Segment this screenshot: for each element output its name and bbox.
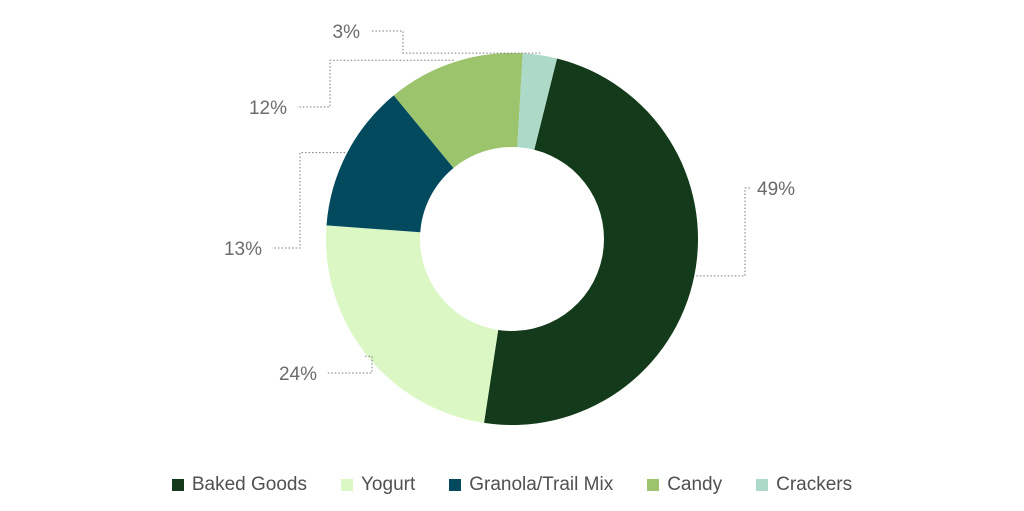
legend-item-yogurt: Yogurt: [341, 474, 415, 496]
legend-item-granola-trail-mix: Granola/Trail Mix: [449, 474, 613, 496]
legend-label-candy: Candy: [667, 474, 723, 495]
legend-label-crackers: Crackers: [776, 474, 853, 495]
legend-label-granola-trail-mix: Granola/Trail Mix: [469, 474, 614, 495]
slice-yogurt: [325, 225, 499, 423]
leader-line-candy: [297, 59, 454, 108]
legend-swatch-yogurt: [341, 479, 353, 491]
leader-line-yogurt: [327, 355, 373, 374]
leader-line-crackers: [370, 30, 541, 54]
leader-line-baked-goods: [696, 187, 751, 277]
chart-legend: Baked Goods Yogurt Granola/Trail Mix Can…: [0, 474, 1024, 496]
data-label-candy: 12%: [249, 98, 287, 119]
data-label-baked-goods: 49%: [757, 179, 795, 200]
donut-chart-svg: 49% 24% 13% 12% 3%: [224, 22, 795, 426]
data-label-yogurt: 24%: [279, 364, 317, 385]
legend-swatch-crackers: [756, 479, 769, 491]
legend-item-candy: Candy: [647, 474, 722, 496]
leader-line-granola-trail-mix: [272, 152, 346, 249]
legend-label-baked-goods: Baked Goods: [191, 474, 307, 495]
slice-granola-trail-mix: [326, 95, 454, 233]
legend-item-crackers: Crackers: [756, 474, 852, 496]
legend-swatch-candy: [647, 479, 660, 491]
legend-item-baked-goods: Baked Goods: [171, 474, 307, 496]
slice-baked-goods: [484, 58, 699, 426]
legend-swatch-granola-trail-mix: [449, 479, 462, 491]
legend-label-yogurt: Yogurt: [361, 474, 416, 495]
slice-candy: [393, 52, 523, 168]
data-label-granola-trail-mix: 13%: [224, 239, 262, 260]
legend-swatch-baked-goods: [171, 479, 184, 491]
slice-crackers: [517, 53, 557, 150]
data-label-crackers: 3%: [333, 22, 361, 43]
